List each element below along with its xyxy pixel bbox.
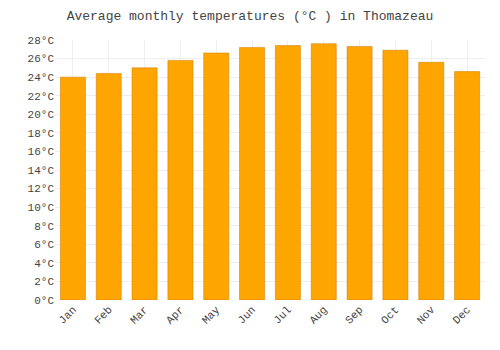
svg-text:22°C: 22°C [28,91,55,103]
svg-text:Nov: Nov [415,304,438,327]
svg-text:0°C: 0°C [34,295,54,307]
svg-text:2°C: 2°C [34,276,54,288]
svg-text:Jul: Jul [271,304,293,326]
svg-text:12°C: 12°C [28,183,55,195]
svg-text:Sep: Sep [343,304,365,326]
svg-text:Dec: Dec [451,304,473,326]
svg-text:Jun: Jun [236,304,258,326]
svg-text:Aug: Aug [307,304,329,326]
svg-text:24°C: 24°C [28,72,55,84]
svg-text:6°C: 6°C [34,239,54,251]
svg-text:18°C: 18°C [28,128,55,140]
svg-text:14°C: 14°C [28,165,55,177]
svg-text:Jan: Jan [56,304,78,326]
svg-text:May: May [200,304,223,327]
svg-text:4°C: 4°C [34,258,54,270]
svg-text:Apr: Apr [164,304,186,326]
svg-text:Feb: Feb [92,304,114,326]
svg-text:Average monthly temperatures (: Average monthly temperatures (°C ) in Th… [67,9,434,24]
svg-text:10°C: 10°C [28,202,55,214]
svg-text:Oct: Oct [379,304,401,326]
svg-text:16°C: 16°C [28,146,55,158]
svg-text:20°C: 20°C [28,109,55,121]
svg-text:Mar: Mar [128,304,150,326]
svg-text:26°C: 26°C [28,53,55,65]
svg-text:8°C: 8°C [34,221,54,233]
svg-text:28°C: 28°C [28,35,55,47]
